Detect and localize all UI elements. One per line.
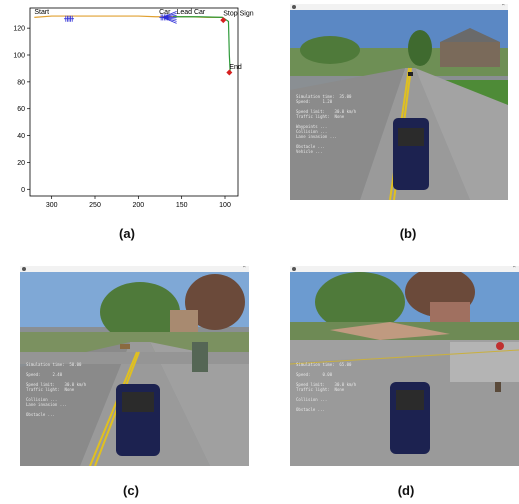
app-icon xyxy=(292,267,296,271)
hud-overlay: Simulation time: 35.00 Speed: 1.20 Speed… xyxy=(296,94,357,154)
lead-car-fan xyxy=(162,17,177,24)
x-tick-label: 100 xyxy=(219,202,231,209)
marker-point xyxy=(226,69,233,76)
y-tick-label: 40 xyxy=(17,133,25,140)
y-tick-label: 20 xyxy=(17,160,25,167)
marker-point xyxy=(220,17,227,24)
plot-annotation: End xyxy=(229,64,242,71)
x-tick-label: 150 xyxy=(176,202,188,209)
simulation-view-c: × Simulation time: 50.00 Speed: 2.40 Spe… xyxy=(20,266,249,466)
window-titlebar: × xyxy=(290,4,508,10)
x-tick-label: 300 xyxy=(46,202,58,209)
scene-d xyxy=(290,272,519,466)
scene-c xyxy=(20,272,249,466)
y-tick-label: 120 xyxy=(13,26,25,33)
x-tick-label: 200 xyxy=(132,202,144,209)
plot-annotation: Stop Sign xyxy=(223,10,253,17)
scene-b xyxy=(290,10,508,200)
window-titlebar: × xyxy=(20,266,249,272)
close-icon[interactable]: × xyxy=(501,4,505,8)
x-tick-label: 250 xyxy=(89,202,101,209)
simulation-view-d: × Simulation time: 65.00 Speed: 0.00 Spe… xyxy=(290,266,519,466)
plot-frame xyxy=(29,7,239,197)
close-icon[interactable]: × xyxy=(512,266,516,270)
caption-b: (b) xyxy=(399,226,417,241)
trajectory-chart: 300 250 200 150 100 0 20 40 60 80 100 120 Start Car Le… xyxy=(13,7,254,209)
hud-overlay: Simulation time: 65.00 Speed: 0.00 Speed… xyxy=(296,362,357,412)
plot-annotation: Start xyxy=(34,9,49,16)
y-tick-label: 60 xyxy=(17,106,25,113)
plot-annotation: Lead Car xyxy=(176,9,205,16)
caption-a: (a) xyxy=(119,226,135,241)
caption-c: (c) xyxy=(123,483,139,498)
plot-annotation: Car xyxy=(159,9,171,16)
window-titlebar: × xyxy=(290,266,519,272)
simulation-view-b: × Simulation time: 35.00 Speed: 1.20 Spe… xyxy=(290,4,508,200)
y-tick-label: 80 xyxy=(17,79,25,86)
trajectory-plot: 300 250 200 150 100 0 20 40 60 80 100 120 Start Car Le… xyxy=(0,0,260,215)
hud-overlay: Simulation time: 50.00 Speed: 2.40 Speed… xyxy=(26,362,87,417)
trajectory-line xyxy=(173,16,231,73)
y-tick-label: 100 xyxy=(13,53,25,60)
close-icon[interactable]: × xyxy=(242,266,246,270)
caption-d: (d) xyxy=(397,483,415,498)
app-icon xyxy=(292,5,296,9)
y-tick-label: 0 xyxy=(21,187,25,194)
app-icon xyxy=(22,267,26,271)
